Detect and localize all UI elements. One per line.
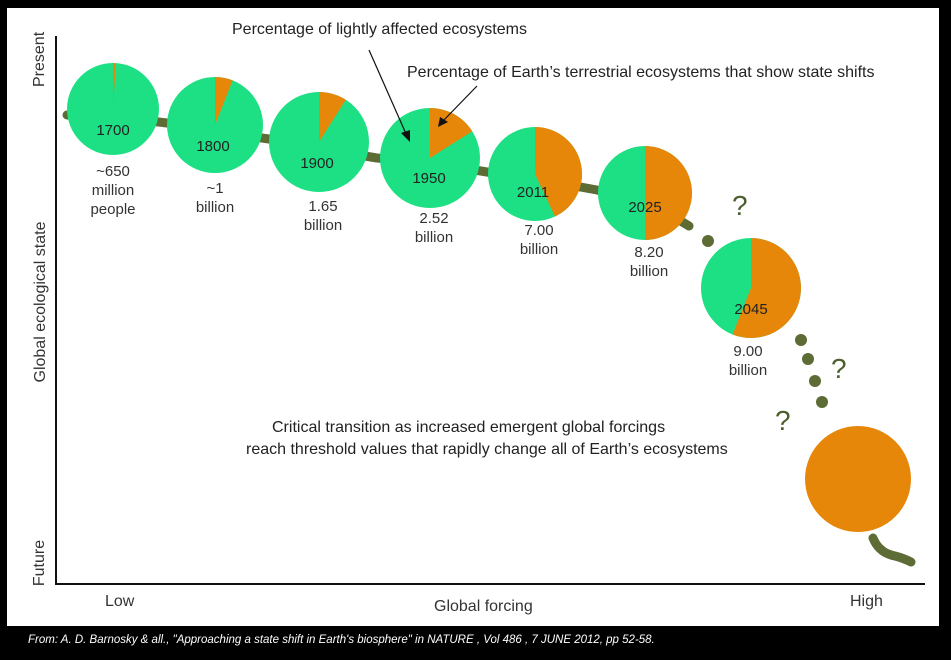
x-axis-low-label: Low [105, 593, 135, 610]
pie-slice-state-shift [215, 77, 233, 125]
annotation-arrows [368, 49, 478, 142]
trajectory-path [62, 110, 916, 567]
axes [55, 36, 925, 585]
pie-1700: 1700 [67, 63, 159, 155]
pie-slice-state-shift [113, 63, 116, 109]
trajectory-dot [809, 375, 821, 387]
pie-1800: 1800 [167, 77, 263, 173]
y-axis-bottom-label: Future [31, 539, 48, 587]
trajectory-dot [702, 235, 714, 247]
pie-2025: 2025 [598, 146, 692, 240]
pie-2011: 2011 [488, 127, 582, 221]
population-label-2025: 8.20 billion [629, 244, 669, 280]
population-label-1800: ~1 billion [195, 180, 235, 216]
pie-year-label: 2011 [517, 184, 549, 201]
population-label-1900: 1.65 billion [303, 198, 343, 234]
annotation-critical-line-1: Critical transition as increased emergen… [272, 419, 666, 436]
pie-2045: 2045 [701, 238, 801, 338]
x-axis-title: Global forcing [434, 598, 533, 615]
pie-future [805, 426, 911, 532]
pie-charts: 1700 1800 1900 1950 2011 2025 2045 [67, 63, 911, 532]
population-label-1950: 2.52 billion [414, 210, 454, 246]
arrow-lightly-affected [368, 49, 408, 137]
question-mark-2: ? [831, 353, 847, 384]
arrowhead-state-shifts [438, 117, 448, 127]
pie-slice-state-shift [535, 127, 582, 217]
pie-year-label: 1800 [196, 138, 229, 155]
annotation-critical-line-2: reach threshold values that rapidly chan… [246, 441, 728, 458]
source-citation: From: A. D. Barnosky & all., "Approachin… [28, 634, 655, 646]
pie-slice-state-shift [732, 238, 801, 338]
annotation-state-shifts: Percentage of Earth’s terrestrial ecosys… [407, 64, 875, 81]
annotation-lightly-affected: Percentage of lightly affected ecosystem… [232, 21, 527, 38]
population-label-2045: 9.00 billion [728, 343, 768, 379]
figure-panel: 1700 1800 1900 1950 2011 2025 2045 Present Glo… [7, 8, 939, 626]
pie-year-label: 1950 [412, 170, 445, 187]
pie-year-label: 1900 [300, 155, 333, 172]
pie-slice-state-shift [319, 92, 346, 142]
pie-1900: 1900 [269, 92, 369, 192]
arrow-state-shifts [442, 85, 478, 122]
trajectory-tail [868, 533, 916, 567]
pie-slice-state-shift [645, 146, 692, 240]
y-axis-top-label: Present [31, 31, 48, 87]
trajectory-dot [802, 353, 814, 365]
y-axis-title: Global ecological state [32, 221, 49, 383]
arrowhead-lightly-affected [401, 130, 410, 142]
population-label-1700: ~650 million people [90, 163, 136, 218]
population-label-2011: 7.00 billion [519, 222, 559, 258]
pie-1950: 1950 [380, 108, 480, 208]
pie-slice-state-shift [805, 426, 911, 532]
trajectory-band [62, 110, 694, 231]
diagram-canvas: 1700 1800 1900 1950 2011 2025 2045 [55, 36, 925, 585]
pie-year-label: 2045 [734, 301, 767, 318]
pie-year-label: 1700 [96, 122, 129, 139]
trajectory-dot [816, 396, 828, 408]
trajectory-dot [795, 334, 807, 346]
x-axis-high-label: High [850, 593, 883, 610]
question-mark-1: ? [732, 190, 748, 221]
pie-year-label: 2025 [628, 199, 661, 216]
question-mark-3: ? [775, 405, 791, 436]
